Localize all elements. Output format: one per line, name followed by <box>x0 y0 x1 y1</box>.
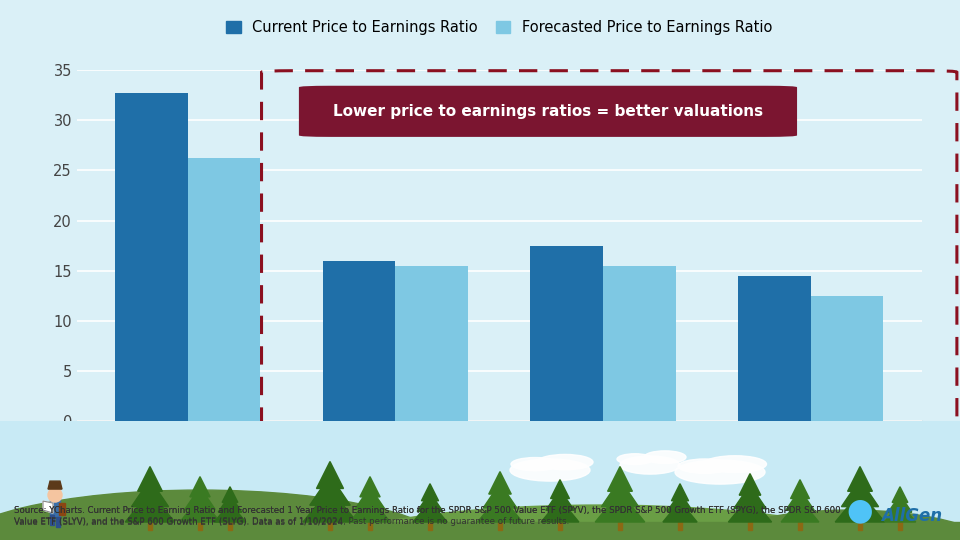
Circle shape <box>48 488 62 502</box>
Polygon shape <box>848 467 873 491</box>
Bar <box>328 518 332 530</box>
Polygon shape <box>477 495 522 522</box>
Bar <box>50 515 54 525</box>
Bar <box>898 518 902 530</box>
Bar <box>498 518 502 530</box>
Bar <box>798 518 802 530</box>
Polygon shape <box>541 499 579 522</box>
Polygon shape <box>888 495 912 512</box>
Ellipse shape <box>678 459 732 474</box>
Text: Source: YCharts. Current Price to Earning Ratio and Forecasted 1 Year Price to E: Source: YCharts. Current Price to Earnin… <box>14 505 841 526</box>
Bar <box>678 518 682 530</box>
Bar <box>50 499 60 517</box>
Polygon shape <box>733 485 766 509</box>
Ellipse shape <box>700 510 960 540</box>
Polygon shape <box>671 484 688 501</box>
Ellipse shape <box>704 456 766 472</box>
Polygon shape <box>43 501 53 513</box>
Bar <box>428 518 432 530</box>
Ellipse shape <box>675 460 765 484</box>
Polygon shape <box>884 503 916 522</box>
Bar <box>198 518 202 530</box>
Ellipse shape <box>620 456 680 474</box>
Polygon shape <box>608 467 633 491</box>
Bar <box>228 518 232 530</box>
Bar <box>530 246 603 421</box>
Polygon shape <box>303 489 357 522</box>
Polygon shape <box>550 480 569 498</box>
Polygon shape <box>137 467 162 491</box>
Polygon shape <box>48 481 62 489</box>
Polygon shape <box>218 495 242 512</box>
Bar <box>558 518 562 530</box>
Polygon shape <box>413 501 447 522</box>
FancyBboxPatch shape <box>299 86 797 137</box>
Polygon shape <box>790 480 809 498</box>
Ellipse shape <box>537 455 593 470</box>
Bar <box>323 261 396 421</box>
Bar <box>115 93 188 421</box>
Polygon shape <box>132 479 169 507</box>
Legend: Current Price to Earnings Ratio, Forecasted Price to Earnings Ratio: Current Price to Earnings Ratio, Forecas… <box>221 15 778 41</box>
Polygon shape <box>489 471 512 494</box>
Polygon shape <box>841 479 878 507</box>
Polygon shape <box>786 489 814 510</box>
Polygon shape <box>185 487 215 509</box>
Bar <box>603 266 676 421</box>
Bar <box>56 517 60 527</box>
Polygon shape <box>360 477 380 497</box>
Ellipse shape <box>0 490 450 540</box>
Polygon shape <box>483 483 516 508</box>
Bar <box>810 296 883 421</box>
Polygon shape <box>546 489 574 510</box>
Polygon shape <box>310 475 350 505</box>
Text: ●: ● <box>846 496 873 525</box>
Polygon shape <box>663 501 697 522</box>
Polygon shape <box>729 496 772 522</box>
Ellipse shape <box>510 459 590 481</box>
Polygon shape <box>190 477 210 497</box>
Polygon shape <box>421 484 439 501</box>
Bar <box>858 518 862 530</box>
Bar <box>188 158 260 421</box>
Polygon shape <box>667 492 693 511</box>
Polygon shape <box>125 492 175 522</box>
Ellipse shape <box>617 454 653 464</box>
Polygon shape <box>355 487 385 509</box>
Text: Source: YCharts. Current Price to Earning Ratio and Forecasted 1 Year Price to E: Source: YCharts. Current Price to Earnin… <box>14 505 841 526</box>
Polygon shape <box>349 497 391 522</box>
Polygon shape <box>781 499 819 522</box>
Polygon shape <box>222 487 238 502</box>
Ellipse shape <box>644 451 686 463</box>
Bar <box>368 518 372 530</box>
Polygon shape <box>595 492 645 522</box>
Text: Lower price to earnings ratios = better valuations: Lower price to earnings ratios = better … <box>333 104 763 119</box>
Polygon shape <box>739 474 760 495</box>
Polygon shape <box>214 503 246 522</box>
Bar <box>59 503 65 515</box>
Polygon shape <box>418 492 443 511</box>
Polygon shape <box>601 479 638 507</box>
Polygon shape <box>892 487 908 502</box>
Bar <box>618 518 622 530</box>
Polygon shape <box>180 497 220 522</box>
Polygon shape <box>317 462 344 489</box>
Text: AllGen: AllGen <box>881 507 943 525</box>
Bar <box>0 522 960 540</box>
Bar <box>396 266 468 421</box>
Ellipse shape <box>300 505 900 540</box>
Polygon shape <box>835 492 885 522</box>
Bar <box>148 518 152 530</box>
Ellipse shape <box>511 457 559 471</box>
Bar <box>748 518 752 530</box>
Bar <box>738 276 810 421</box>
